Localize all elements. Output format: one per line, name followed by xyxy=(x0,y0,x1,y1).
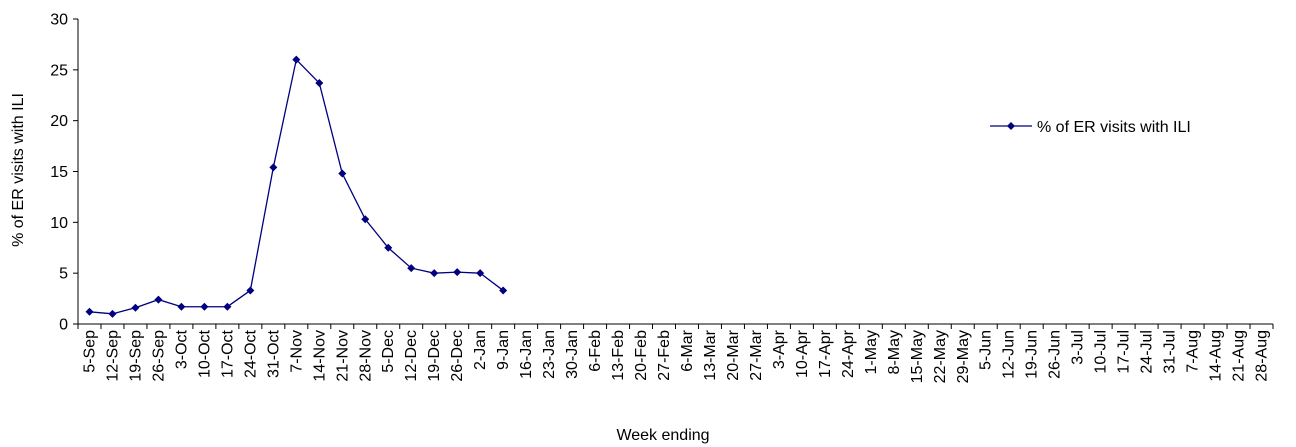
x-tick-label: 22-May xyxy=(932,330,949,383)
data-point-marker xyxy=(407,264,416,273)
data-point-marker xyxy=(223,302,232,311)
y-tick-label: 20 xyxy=(50,113,68,130)
x-tick-label: 5-Jun xyxy=(978,330,995,370)
x-tick-label: 7-Nov xyxy=(288,330,305,373)
x-tick-label: 1-May xyxy=(863,330,880,374)
x-tick-label: 26-Jun xyxy=(1047,330,1064,379)
x-axis-label: Week ending xyxy=(616,427,709,444)
x-tick-label: 19-Dec xyxy=(426,330,443,382)
y-tick-label: 30 xyxy=(50,12,68,29)
legend-diamond-marker xyxy=(1007,122,1015,130)
x-tick-label: 20-Feb xyxy=(633,330,650,381)
x-tick-label: 13-Mar xyxy=(702,329,719,380)
data-point-marker xyxy=(131,303,140,312)
data-point-marker xyxy=(85,307,94,316)
x-tick-label: 12-Sep xyxy=(104,330,121,382)
x-tick-label: 21-Nov xyxy=(334,330,351,382)
y-tick-label: 0 xyxy=(59,317,68,334)
y-tick-label: 5 xyxy=(59,266,68,283)
x-tick-label: 5-Sep xyxy=(81,330,98,373)
data-point-marker xyxy=(499,286,508,295)
x-tick-label: 24-Oct xyxy=(242,329,259,378)
data-point-marker xyxy=(384,243,393,252)
x-tick-label: 7-Aug xyxy=(1185,330,1202,373)
legend-series-label: % of ER visits with ILI xyxy=(1037,119,1191,136)
x-tick-label: 17-Jul xyxy=(1116,330,1133,374)
x-tick-label: 15-May xyxy=(909,330,926,383)
y-axis-ticks: 0 5 10 15 20 25 30 xyxy=(50,12,78,334)
data-point-marker xyxy=(338,169,347,178)
y-tick-label: 15 xyxy=(50,164,68,181)
x-tick-label: 20-Mar xyxy=(725,329,742,380)
data-point-marker xyxy=(269,163,278,172)
x-tick-label: 2-Jan xyxy=(472,330,489,370)
x-tick-label: 28-Aug xyxy=(1254,330,1271,382)
x-tick-label: 23-Jan xyxy=(541,330,558,379)
x-tick-label: 28-Nov xyxy=(357,330,374,382)
x-tick-label: 29-May xyxy=(955,330,972,383)
legend: % of ER visits with ILI xyxy=(990,119,1191,136)
y-axis-label: % of ER visits with ILI xyxy=(10,93,27,247)
x-tick-label: 10-Jul xyxy=(1093,330,1110,374)
x-tick-label: 3-Apr xyxy=(771,329,788,369)
x-tick-label: 14-Aug xyxy=(1208,330,1225,382)
data-point-marker xyxy=(108,309,117,318)
x-tick-label: 3-Jul xyxy=(1070,330,1087,365)
x-tick-label: 24-Jul xyxy=(1139,330,1156,374)
series-layer xyxy=(85,55,508,318)
x-tick-label: 6-Mar xyxy=(679,329,696,371)
y-tick-label: 10 xyxy=(50,215,68,232)
data-point-marker xyxy=(200,302,209,311)
x-tick-label: 27-Mar xyxy=(748,329,765,380)
x-tick-label: 12-Jun xyxy=(1001,330,1018,379)
data-point-marker xyxy=(154,295,163,304)
x-tick-label: 16-Jan xyxy=(518,330,535,379)
x-tick-label: 17-Oct xyxy=(219,329,236,378)
data-point-marker xyxy=(292,55,301,64)
x-tick-label: 10-Oct xyxy=(196,329,213,378)
x-tick-label: 19-Jun xyxy=(1024,330,1041,379)
x-tick-label: 24-Apr xyxy=(840,329,857,378)
x-axis-ticks: 5-Sep 12-Sep 19-Sep 26-Sep 3-Oct 10-Oct 17-Oct… xyxy=(77,324,1274,383)
x-tick-label: 31-Jul xyxy=(1162,330,1179,374)
x-tick-label: 13-Feb xyxy=(610,330,627,381)
data-point-marker xyxy=(177,302,186,311)
x-tick-label: 3-Oct xyxy=(173,329,190,369)
x-tick-label: 5-Dec xyxy=(380,330,397,373)
x-tick-label: 6-Feb xyxy=(587,330,604,372)
data-point-marker xyxy=(361,215,370,224)
data-point-marker xyxy=(430,269,439,278)
data-point-marker xyxy=(453,268,462,277)
data-point-marker xyxy=(246,286,255,295)
x-tick-label: 10-Apr xyxy=(794,329,811,378)
x-tick-label: 14-Nov xyxy=(311,330,328,382)
x-tick-label: 9-Jan xyxy=(495,330,512,370)
series-line xyxy=(89,58,504,315)
x-tick-label: 12-Dec xyxy=(403,330,420,382)
x-tick-label: 8-May xyxy=(886,330,903,374)
x-tick-label: 30-Jan xyxy=(564,330,581,379)
x-tick-label: 17-Apr xyxy=(817,329,834,378)
x-tick-label: 31-Oct xyxy=(265,329,282,378)
data-point-marker xyxy=(315,79,324,88)
x-tick-label: 26-Sep xyxy=(150,330,167,382)
y-tick-label: 25 xyxy=(50,62,68,79)
x-tick-label: 19-Sep xyxy=(127,330,144,382)
x-tick-label: 26-Dec xyxy=(449,330,466,382)
x-tick-label: 27-Feb xyxy=(656,330,673,381)
data-point-marker xyxy=(476,269,485,278)
x-tick-label: 21-Aug xyxy=(1231,330,1248,382)
